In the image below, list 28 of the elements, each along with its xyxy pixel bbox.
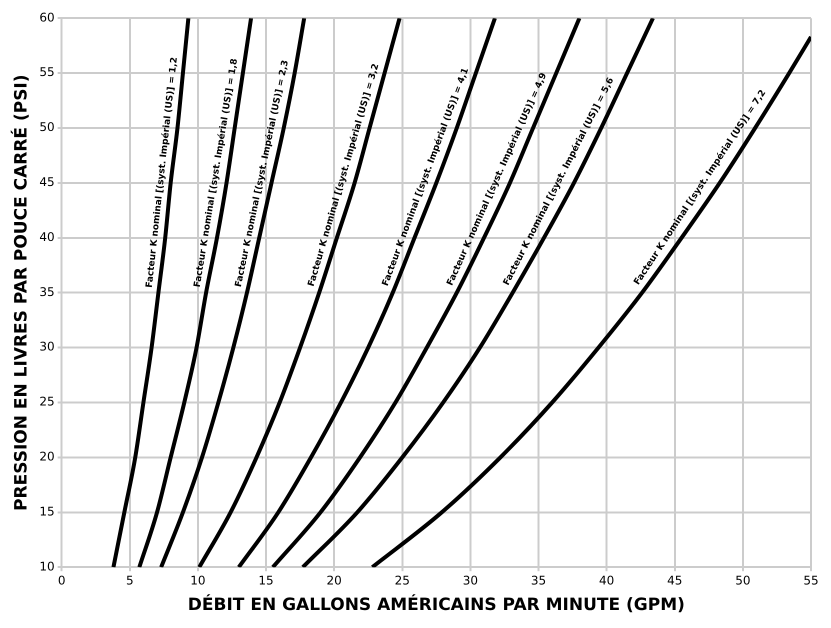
x-tick-label: 50 xyxy=(735,574,751,588)
y-tick-label: 55 xyxy=(39,65,55,80)
y-tick-label: 45 xyxy=(39,175,55,190)
x-tick-label: 5 xyxy=(126,574,134,588)
x-tick-label: 55 xyxy=(803,574,819,588)
y-tick-label: 40 xyxy=(39,230,55,244)
y-tick-label: 20 xyxy=(39,450,55,464)
y-tick-label: 60 xyxy=(39,10,55,24)
x-tick-label: 15 xyxy=(258,574,274,588)
x-tick-label: 25 xyxy=(394,574,410,588)
y-tick-label: 30 xyxy=(39,340,55,354)
x-tick-label: 20 xyxy=(326,574,342,588)
x-tick-label: 40 xyxy=(598,574,614,588)
y-axis-title: PRESSION EN LIVRES PAR POUCE CARRÉ (PSI) xyxy=(10,74,32,511)
y-tick-label: 50 xyxy=(39,120,55,134)
x-tick-label: 35 xyxy=(530,574,546,588)
x-tick-label: 10 xyxy=(190,574,206,588)
x-tick-label: 45 xyxy=(667,574,682,588)
line-series xyxy=(370,34,811,568)
annotation: Facteur K nominal [(syst. Impérial (US)] = 1,2 xyxy=(144,56,180,288)
line-series xyxy=(111,18,190,568)
y-tick-label: 10 xyxy=(39,559,55,574)
x-axis-title: DÉBIT EN GALLONS AMÉRICAINS PAR MINUTE (GPM) xyxy=(188,594,685,616)
x-tick-label: 30 xyxy=(462,574,478,588)
y-tick-label: 15 xyxy=(39,504,55,518)
y-tick-label: 35 xyxy=(39,284,55,299)
x-tick-label: 0 xyxy=(58,574,66,588)
y-tick-label: 25 xyxy=(39,394,55,409)
